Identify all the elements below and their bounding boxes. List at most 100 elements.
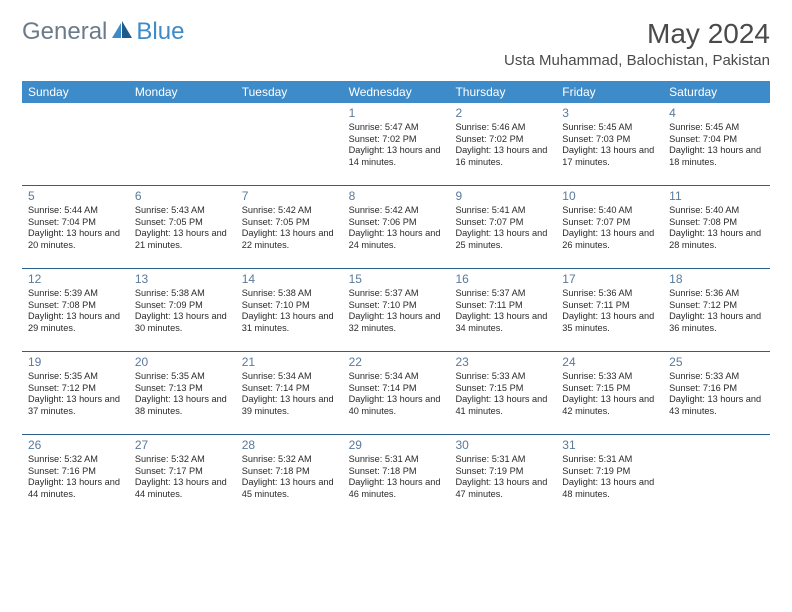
calendar-cell: 4Sunrise: 5:45 AMSunset: 7:04 PMDaylight… [663, 103, 770, 185]
daylight-text: Daylight: 13 hours and 42 minutes. [562, 394, 659, 417]
sunset-text: Sunset: 7:17 PM [135, 466, 232, 478]
sunrise-text: Sunrise: 5:47 AM [349, 122, 446, 134]
sunset-text: Sunset: 7:14 PM [349, 383, 446, 395]
day-number: 11 [669, 189, 766, 204]
sunrise-text: Sunrise: 5:45 AM [562, 122, 659, 134]
sunrise-text: Sunrise: 5:33 AM [455, 371, 552, 383]
sunrise-text: Sunrise: 5:38 AM [135, 288, 232, 300]
sunset-text: Sunset: 7:06 PM [349, 217, 446, 229]
daylight-text: Daylight: 13 hours and 29 minutes. [28, 311, 125, 334]
calendar-cell: 6Sunrise: 5:43 AMSunset: 7:05 PMDaylight… [129, 186, 236, 268]
daylight-text: Daylight: 13 hours and 32 minutes. [349, 311, 446, 334]
sunrise-text: Sunrise: 5:32 AM [242, 454, 339, 466]
calendar-cell [22, 103, 129, 185]
daylight-text: Daylight: 13 hours and 44 minutes. [28, 477, 125, 500]
daylight-text: Daylight: 13 hours and 26 minutes. [562, 228, 659, 251]
day-details: Sunrise: 5:36 AMSunset: 7:12 PMDaylight:… [669, 288, 766, 334]
day-details: Sunrise: 5:45 AMSunset: 7:04 PMDaylight:… [669, 122, 766, 168]
sunset-text: Sunset: 7:18 PM [242, 466, 339, 478]
calendar-cell: 14Sunrise: 5:38 AMSunset: 7:10 PMDayligh… [236, 269, 343, 351]
day-details: Sunrise: 5:38 AMSunset: 7:09 PMDaylight:… [135, 288, 232, 334]
logo-text-blue: Blue [136, 18, 184, 46]
daylight-text: Daylight: 13 hours and 20 minutes. [28, 228, 125, 251]
daylight-text: Daylight: 13 hours and 44 minutes. [135, 477, 232, 500]
daylight-text: Daylight: 13 hours and 30 minutes. [135, 311, 232, 334]
calendar-cell: 19Sunrise: 5:35 AMSunset: 7:12 PMDayligh… [22, 352, 129, 434]
sunrise-text: Sunrise: 5:42 AM [349, 205, 446, 217]
day-details: Sunrise: 5:40 AMSunset: 7:08 PMDaylight:… [669, 205, 766, 251]
day-number: 4 [669, 106, 766, 121]
day-details: Sunrise: 5:37 AMSunset: 7:11 PMDaylight:… [455, 288, 552, 334]
day-number: 21 [242, 355, 339, 370]
sunset-text: Sunset: 7:15 PM [455, 383, 552, 395]
day-number: 3 [562, 106, 659, 121]
calendar-cell: 15Sunrise: 5:37 AMSunset: 7:10 PMDayligh… [343, 269, 450, 351]
daylight-text: Daylight: 13 hours and 34 minutes. [455, 311, 552, 334]
sunrise-text: Sunrise: 5:33 AM [669, 371, 766, 383]
weeks-container: 1Sunrise: 5:47 AMSunset: 7:02 PMDaylight… [22, 103, 770, 517]
sunset-text: Sunset: 7:11 PM [455, 300, 552, 312]
daylight-text: Daylight: 13 hours and 37 minutes. [28, 394, 125, 417]
sunrise-text: Sunrise: 5:31 AM [562, 454, 659, 466]
calendar-cell [236, 103, 343, 185]
day-details: Sunrise: 5:31 AMSunset: 7:19 PMDaylight:… [455, 454, 552, 500]
day-number: 5 [28, 189, 125, 204]
daylight-text: Daylight: 13 hours and 21 minutes. [135, 228, 232, 251]
day-number: 24 [562, 355, 659, 370]
sunrise-text: Sunrise: 5:37 AM [349, 288, 446, 300]
weekday-header: Tuesday [236, 81, 343, 103]
sunset-text: Sunset: 7:02 PM [455, 134, 552, 146]
calendar: Sunday Monday Tuesday Wednesday Thursday… [22, 81, 770, 517]
sunset-text: Sunset: 7:08 PM [669, 217, 766, 229]
day-details: Sunrise: 5:36 AMSunset: 7:11 PMDaylight:… [562, 288, 659, 334]
calendar-cell: 5Sunrise: 5:44 AMSunset: 7:04 PMDaylight… [22, 186, 129, 268]
day-details: Sunrise: 5:42 AMSunset: 7:05 PMDaylight:… [242, 205, 339, 251]
day-number: 18 [669, 272, 766, 287]
sunset-text: Sunset: 7:07 PM [562, 217, 659, 229]
daylight-text: Daylight: 13 hours and 17 minutes. [562, 145, 659, 168]
sunrise-text: Sunrise: 5:40 AM [669, 205, 766, 217]
day-details: Sunrise: 5:32 AMSunset: 7:16 PMDaylight:… [28, 454, 125, 500]
sunrise-text: Sunrise: 5:36 AM [562, 288, 659, 300]
calendar-week: 5Sunrise: 5:44 AMSunset: 7:04 PMDaylight… [22, 186, 770, 269]
sunset-text: Sunset: 7:05 PM [242, 217, 339, 229]
calendar-cell: 23Sunrise: 5:33 AMSunset: 7:15 PMDayligh… [449, 352, 556, 434]
daylight-text: Daylight: 13 hours and 48 minutes. [562, 477, 659, 500]
calendar-cell: 25Sunrise: 5:33 AMSunset: 7:16 PMDayligh… [663, 352, 770, 434]
daylight-text: Daylight: 13 hours and 41 minutes. [455, 394, 552, 417]
calendar-cell: 17Sunrise: 5:36 AMSunset: 7:11 PMDayligh… [556, 269, 663, 351]
sunset-text: Sunset: 7:10 PM [349, 300, 446, 312]
sunset-text: Sunset: 7:18 PM [349, 466, 446, 478]
daylight-text: Daylight: 13 hours and 25 minutes. [455, 228, 552, 251]
calendar-cell: 30Sunrise: 5:31 AMSunset: 7:19 PMDayligh… [449, 435, 556, 517]
day-details: Sunrise: 5:42 AMSunset: 7:06 PMDaylight:… [349, 205, 446, 251]
calendar-cell: 31Sunrise: 5:31 AMSunset: 7:19 PMDayligh… [556, 435, 663, 517]
daylight-text: Daylight: 13 hours and 31 minutes. [242, 311, 339, 334]
weekday-header: Sunday [22, 81, 129, 103]
day-number: 30 [455, 438, 552, 453]
day-number: 14 [242, 272, 339, 287]
sunset-text: Sunset: 7:16 PM [28, 466, 125, 478]
calendar-cell: 7Sunrise: 5:42 AMSunset: 7:05 PMDaylight… [236, 186, 343, 268]
day-details: Sunrise: 5:41 AMSunset: 7:07 PMDaylight:… [455, 205, 552, 251]
calendar-cell: 10Sunrise: 5:40 AMSunset: 7:07 PMDayligh… [556, 186, 663, 268]
day-number: 17 [562, 272, 659, 287]
weekday-header: Friday [556, 81, 663, 103]
sunrise-text: Sunrise: 5:31 AM [455, 454, 552, 466]
calendar-cell: 1Sunrise: 5:47 AMSunset: 7:02 PMDaylight… [343, 103, 450, 185]
sunset-text: Sunset: 7:03 PM [562, 134, 659, 146]
sunrise-text: Sunrise: 5:32 AM [28, 454, 125, 466]
calendar-cell: 16Sunrise: 5:37 AMSunset: 7:11 PMDayligh… [449, 269, 556, 351]
daylight-text: Daylight: 13 hours and 28 minutes. [669, 228, 766, 251]
calendar-cell: 27Sunrise: 5:32 AMSunset: 7:17 PMDayligh… [129, 435, 236, 517]
daylight-text: Daylight: 13 hours and 35 minutes. [562, 311, 659, 334]
daylight-text: Daylight: 13 hours and 24 minutes. [349, 228, 446, 251]
calendar-cell: 20Sunrise: 5:35 AMSunset: 7:13 PMDayligh… [129, 352, 236, 434]
day-details: Sunrise: 5:33 AMSunset: 7:15 PMDaylight:… [455, 371, 552, 417]
day-details: Sunrise: 5:31 AMSunset: 7:19 PMDaylight:… [562, 454, 659, 500]
day-number: 1 [349, 106, 446, 121]
day-number: 7 [242, 189, 339, 204]
daylight-text: Daylight: 13 hours and 40 minutes. [349, 394, 446, 417]
sunrise-text: Sunrise: 5:38 AM [242, 288, 339, 300]
daylight-text: Daylight: 13 hours and 16 minutes. [455, 145, 552, 168]
